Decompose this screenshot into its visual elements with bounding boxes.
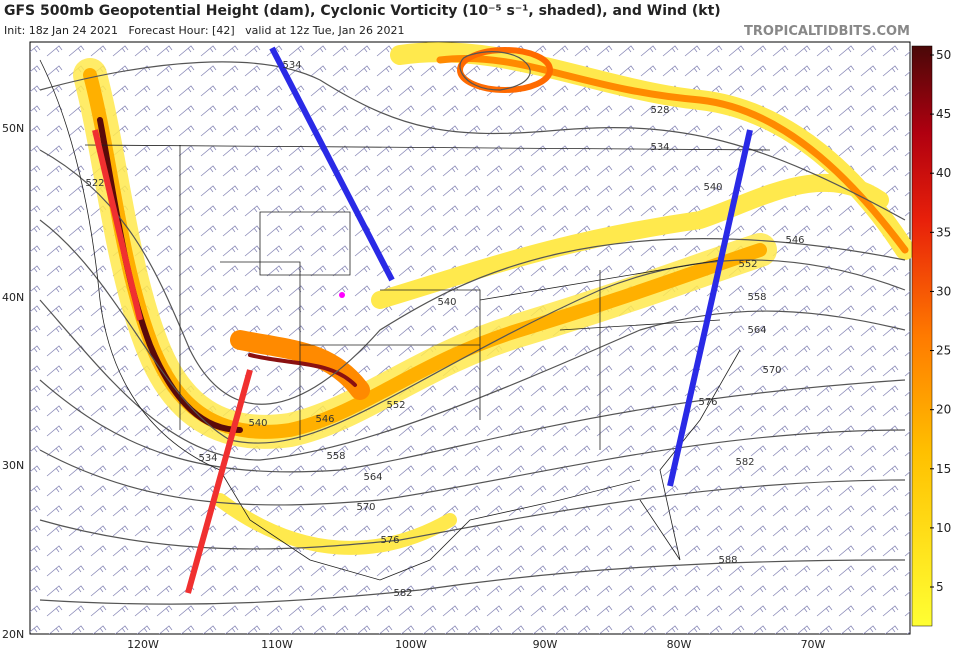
contour-label: 570 (356, 502, 375, 513)
contour-label: 576 (698, 397, 717, 408)
contour-label: 522 (85, 178, 104, 189)
subtitle: Init: 18z Jan 24 2021 Forecast Hour: [42… (4, 24, 405, 37)
contour-label: 552 (386, 400, 405, 411)
longitude-label: 120W (127, 638, 159, 651)
trough-line (92, 129, 143, 321)
colorbar-label: 40 (936, 166, 951, 180)
latitude-label: 20N (2, 628, 24, 641)
contour-label: 534 (198, 453, 217, 464)
contour-label: 546 (785, 235, 804, 246)
contour-label: 528 (650, 105, 669, 116)
contour-label: 546 (315, 414, 334, 425)
contour-label: 570 (762, 365, 781, 376)
longitude-label: 80W (667, 638, 692, 651)
contour-label: 540 (437, 297, 456, 308)
contour-label: 540 (248, 418, 267, 429)
marker (339, 292, 345, 298)
longitude-label: 70W (801, 638, 826, 651)
source: TROPICALTIDBITS.COM (744, 24, 910, 39)
longitude-label: 90W (533, 638, 558, 651)
contour-label: 540 (703, 182, 722, 193)
contour-label: 588 (718, 555, 737, 566)
colorbar-label: 30 (936, 284, 951, 298)
colorbar-label: 5 (936, 580, 944, 594)
ridge-line (269, 46, 395, 282)
latitude-label: 50N (2, 122, 24, 135)
colorbar-label: 20 (936, 403, 951, 417)
colorbar-label: 35 (936, 225, 951, 239)
contour-label: 576 (380, 535, 399, 546)
longitude-label: 100W (395, 638, 427, 651)
colorbar-label: 10 (936, 521, 951, 535)
trough-line (185, 369, 253, 594)
latitude-label: 30N (2, 459, 24, 472)
contour-label: 534 (650, 142, 669, 153)
contour-label: 582 (393, 588, 412, 599)
colorbar-label: 15 (936, 462, 951, 476)
colorbar-label: 45 (936, 107, 951, 121)
height-contours (39, 51, 906, 605)
contour-label: 558 (326, 451, 345, 462)
colorbar (911, 45, 933, 627)
colorbar-label: 50 (936, 48, 951, 62)
contour-label: 552 (738, 259, 757, 270)
latitude-label: 40N (2, 291, 24, 304)
contour-label: 582 (735, 457, 754, 468)
contour-label: 558 (747, 292, 766, 303)
ridge-line (667, 129, 753, 487)
contour-label: 564 (363, 472, 382, 483)
title: GFS 500mb Geopotential Height (dam), Cyc… (4, 3, 721, 19)
colorbar-label: 25 (936, 344, 951, 358)
contour-label: 534 (282, 60, 301, 71)
contour-label: 564 (747, 325, 766, 336)
longitude-label: 110W (261, 638, 293, 651)
map-area (29, 41, 915, 635)
